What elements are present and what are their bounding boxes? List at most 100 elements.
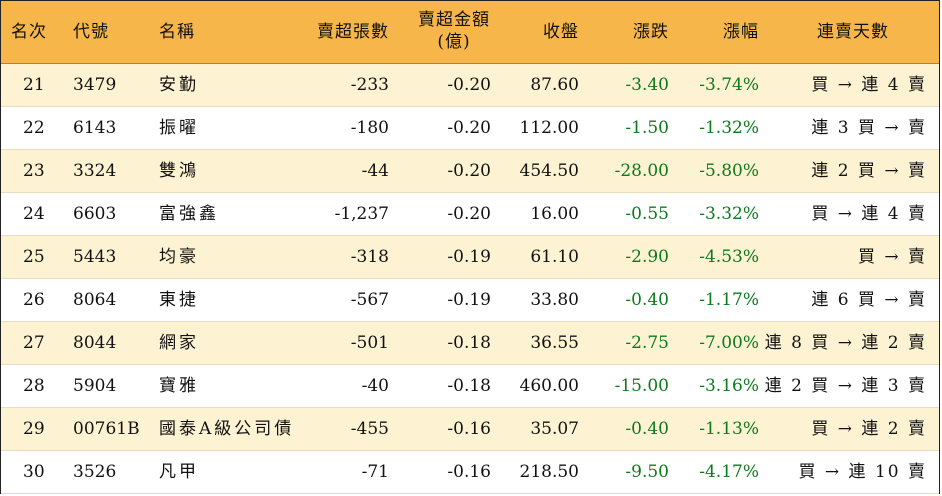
cell-net-sell-amount: -0.16 <box>447 462 491 482</box>
cell-close: 33.80 <box>530 290 579 310</box>
table-row: 30 3526 凡甲 -71 -0.16 218.50 -9.50 -4.17% 買 → 連 1… <box>1 451 939 494</box>
cell-net-sell-amount: -0.19 <box>447 247 491 267</box>
cell-change: -3.40 <box>625 75 669 95</box>
table-row: 26 8064 東捷 -567 -0.19 33.80 -0.40 -1.17% 連 6 買 →… <box>1 279 939 322</box>
cell-streak: 連 8 買 → 連 2 賣 <box>764 333 927 353</box>
header-change: 漲跌 <box>633 22 669 42</box>
cell-rank: 23 <box>23 161 45 181</box>
cell-code: 5904 <box>73 376 117 396</box>
cell-rank: 22 <box>23 118 45 138</box>
table-row: 22 6143 振曜 -180 -0.20 112.00 -1.50 -1.32% 連 3 買 … <box>1 107 939 150</box>
cell-net-sell-lots: -501 <box>350 333 389 353</box>
cell-close: 454.50 <box>519 161 579 181</box>
cell-name: 寶雅 <box>159 376 199 396</box>
cell-streak: 連 3 買 → 賣 <box>811 118 927 138</box>
header-change-pct: 漲幅 <box>723 22 759 42</box>
cell-change-pct: -1.13% <box>699 419 759 439</box>
cell-change: -0.40 <box>625 290 669 310</box>
cell-change: -0.40 <box>625 419 669 439</box>
cell-code: 3479 <box>73 75 117 95</box>
header-close: 收盤 <box>543 22 579 42</box>
header-rank: 名次 <box>11 22 47 42</box>
cell-code: 8044 <box>73 333 117 353</box>
cell-code: 5443 <box>73 247 117 267</box>
cell-net-sell-lots: -44 <box>361 161 389 181</box>
cell-name: 均豪 <box>159 247 199 267</box>
cell-net-sell-amount: -0.20 <box>447 75 491 95</box>
cell-close: 460.00 <box>519 376 579 396</box>
header-net-sell-amount: 賣超金額 <box>418 10 490 30</box>
cell-code: 6603 <box>73 204 117 224</box>
cell-change-pct: -7.00% <box>699 333 759 353</box>
cell-name: 東捷 <box>159 290 199 310</box>
cell-streak: 買 → 連 2 賣 <box>811 419 927 439</box>
table-row: 23 3324 雙鴻 -44 -0.20 454.50 -28.00 -5.80% 連 2 買 … <box>1 150 939 193</box>
table-row: 27 8044 網家 -501 -0.18 36.55 -2.75 -7.00% 連 8 買 →… <box>1 322 939 365</box>
cell-name: 安勤 <box>159 75 199 95</box>
cell-code: 3526 <box>73 462 117 482</box>
header-net-sell-lots: 賣超張數 <box>317 22 389 42</box>
table-row: 24 6603 富強鑫 -1,237 -0.20 16.00 -0.55 -3.32% 買 → … <box>1 193 939 236</box>
cell-streak: 連 2 買 → 連 3 賣 <box>764 376 927 396</box>
cell-close: 87.60 <box>530 75 579 95</box>
header-net-sell-amount-unit: (億) <box>437 32 471 52</box>
cell-net-sell-lots: -455 <box>350 419 389 439</box>
cell-change: -9.50 <box>625 462 669 482</box>
cell-change: -2.75 <box>625 333 669 353</box>
header-name: 名稱 <box>159 22 195 42</box>
cell-change: -28.00 <box>614 161 669 181</box>
cell-close: 218.50 <box>519 462 579 482</box>
cell-rank: 27 <box>23 333 45 353</box>
cell-rank: 30 <box>23 462 45 482</box>
cell-code: 00761B <box>73 419 140 439</box>
cell-streak: 連 2 買 → 賣 <box>811 161 927 181</box>
header-streak: 連賣天數 <box>817 22 889 42</box>
cell-name: 凡甲 <box>159 462 199 482</box>
cell-net-sell-lots: -233 <box>350 75 389 95</box>
cell-change-pct: -4.17% <box>699 462 759 482</box>
cell-net-sell-lots: -71 <box>361 462 389 482</box>
cell-code: 8064 <box>73 290 117 310</box>
cell-streak: 買 → 連 4 賣 <box>811 204 927 224</box>
header-code: 代號 <box>73 22 109 42</box>
cell-net-sell-amount: -0.19 <box>447 290 491 310</box>
cell-change-pct: -3.16% <box>699 376 759 396</box>
cell-change: -1.50 <box>625 118 669 138</box>
cell-streak: 連 6 買 → 賣 <box>811 290 927 310</box>
cell-rank: 29 <box>23 419 45 439</box>
cell-name: 網家 <box>159 333 199 353</box>
cell-change-pct: -4.53% <box>699 247 759 267</box>
table-row: 21 3479 安勤 -233 -0.20 87.60 -3.40 -3.74% 買 → 連 4… <box>1 64 939 107</box>
cell-change-pct: -5.80% <box>699 161 759 181</box>
cell-code: 6143 <box>73 118 117 138</box>
cell-name: 振曜 <box>159 118 199 138</box>
cell-rank: 25 <box>23 247 45 267</box>
cell-net-sell-lots: -40 <box>361 376 389 396</box>
cell-change-pct: -3.74% <box>699 75 759 95</box>
cell-change-pct: -1.32% <box>699 118 759 138</box>
cell-net-sell-amount: -0.20 <box>447 118 491 138</box>
cell-net-sell-amount: -0.20 <box>447 204 491 224</box>
cell-close: 61.10 <box>530 247 579 267</box>
table-row: 25 5443 均豪 -318 -0.19 61.10 -2.90 -4.53% 買 → 賣 <box>1 236 939 279</box>
cell-rank: 24 <box>23 204 45 224</box>
table-header: 名次 代號 名稱 賣超張數 賣超金額 (億) 收盤 漲跌 漲幅 連賣天數 <box>1 1 939 64</box>
cell-name: 富強鑫 <box>159 204 219 224</box>
cell-net-sell-amount: -0.16 <box>447 419 491 439</box>
cell-rank: 21 <box>23 75 45 95</box>
cell-net-sell-amount: -0.18 <box>447 376 491 396</box>
cell-streak: 買 → 連 10 賣 <box>798 462 927 482</box>
cell-streak: 買 → 賣 <box>857 247 927 267</box>
cell-net-sell-amount: -0.20 <box>447 161 491 181</box>
cell-change-pct: -1.17% <box>699 290 759 310</box>
cell-code: 3324 <box>73 161 117 181</box>
cell-net-sell-lots: -1,237 <box>334 204 389 224</box>
cell-name: 雙鴻 <box>159 161 199 181</box>
cell-close: 35.07 <box>530 419 579 439</box>
cell-close: 16.00 <box>530 204 579 224</box>
cell-rank: 26 <box>23 290 45 310</box>
table-row: 29 00761B 國泰A級公司債 -455 -0.16 35.07 -0.40 -1.13%… <box>1 408 939 451</box>
cell-change: -2.90 <box>625 247 669 267</box>
cell-net-sell-lots: -180 <box>350 118 389 138</box>
